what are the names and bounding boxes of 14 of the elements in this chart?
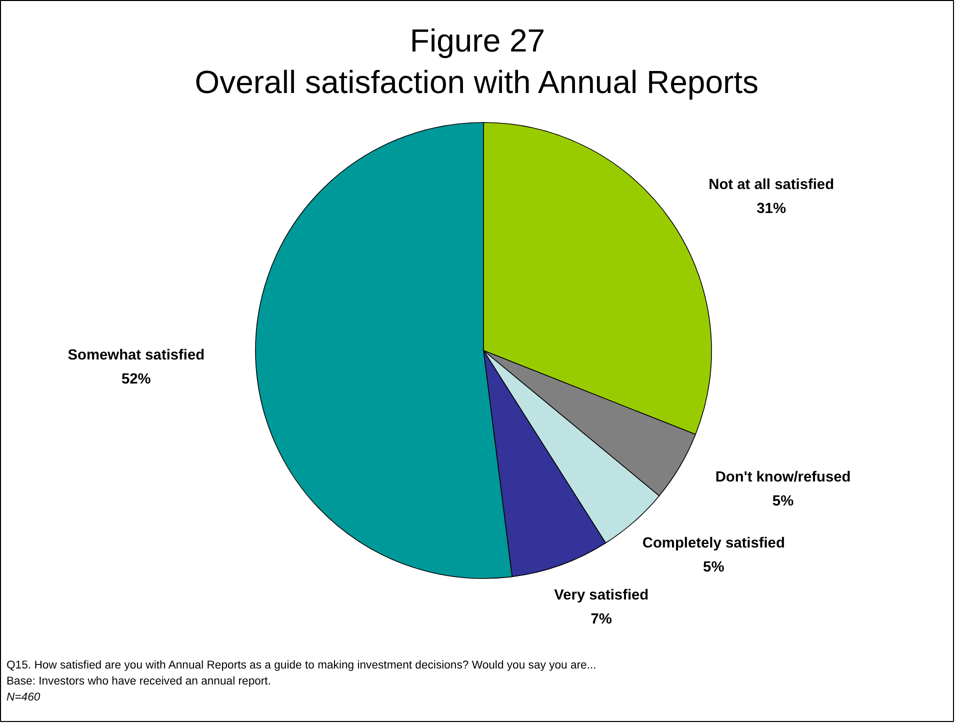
chart-title: Figure 27 Overall satisfaction with Annual Reports [194,22,759,100]
data-label: 31% [756,201,786,218]
data-label: 7% [590,611,612,628]
text: Q15. How satisfied are you with Annual Reports as a guide to making investment decisions? Would you say you are... [6,660,596,672]
data-label: 52% [122,372,151,388]
slice-label: Very satisfied [554,587,649,604]
text: N=460 [6,692,41,704]
slice-label: Completely satisfied [642,535,785,552]
text: Base: Investors who have received an annual report. [6,676,271,688]
data-label: 5% [703,559,724,576]
slice-label: Somewhat satisfied [68,348,205,364]
slice-label: Don't know/refused [715,469,851,486]
slice-label: Not at all satisfied [708,177,834,194]
data-label: 5% [772,493,794,510]
